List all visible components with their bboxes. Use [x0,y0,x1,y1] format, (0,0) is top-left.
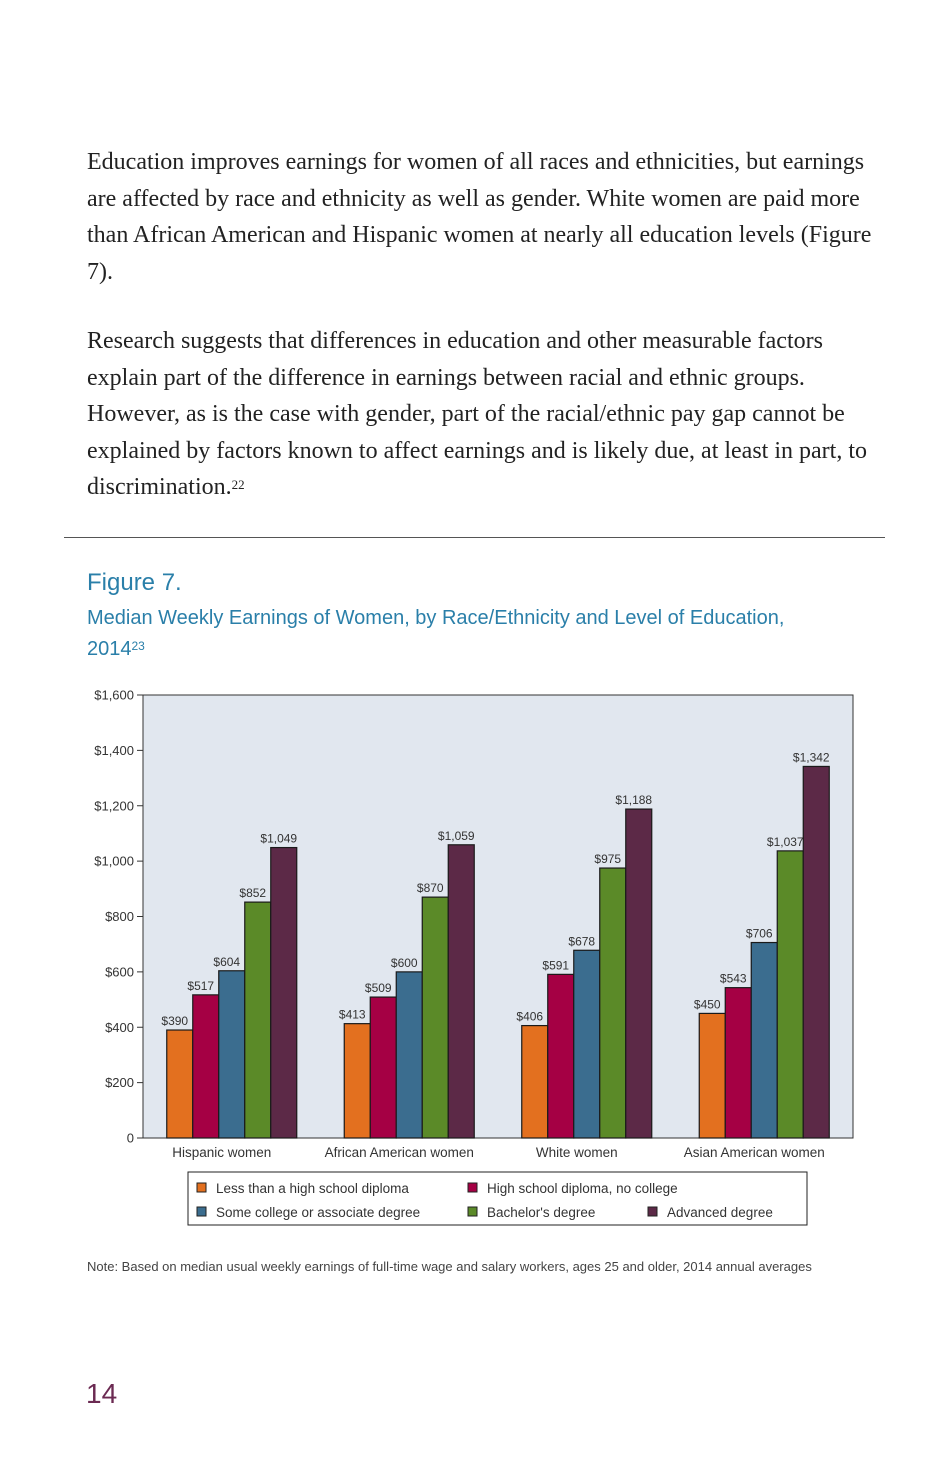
data-label: $413 [339,1008,366,1022]
data-label: $543 [720,972,747,986]
page-number: 14 [86,1378,118,1409]
bar [166,1029,194,1139]
figure-title-text: Median Weekly Earnings of Women, by Race… [87,607,785,660]
figure-note: Note: Based on median usual weekly earni… [87,1259,812,1274]
bar [750,941,778,1139]
data-label: $450 [694,997,721,1011]
data-label: $600 [391,956,418,970]
data-label: $591 [542,958,569,972]
data-label: $509 [365,981,392,995]
y-tick-label: $400 [105,1020,134,1035]
x-tick-label: Hispanic women [172,1145,271,1160]
legend [187,1171,808,1226]
figure-footnote-ref: 23 [131,639,145,653]
legend-label: High school diploma, no college [487,1181,678,1196]
bar-chart: 0 $200 $400 $600 $800 $1,000 $1,200 $1,400 $1,60… [94,688,854,1226]
x-tick-label: White women [536,1145,618,1160]
data-label: $1,037 [767,835,804,849]
bar [395,971,423,1139]
bar [599,867,627,1139]
legend-label: Advanced degree [667,1205,773,1220]
y-tick-label: $1,400 [94,743,134,758]
data-label: $678 [568,934,595,948]
y-tick-label: $600 [105,964,134,979]
bar [447,844,475,1139]
bar [698,1012,726,1139]
legend-swatch [467,1182,478,1193]
footnote-ref: 22 [231,477,245,492]
y-tick-label: $1,600 [94,688,134,703]
data-label: $604 [213,955,240,969]
data-label: $406 [516,1010,543,1024]
legend-label: Less than a high school diploma [216,1181,409,1196]
paragraph-2-text: Research suggests that differences in ed… [87,328,867,500]
legend-label: Bachelor's degree [487,1205,595,1220]
bar [573,949,601,1139]
bar [802,765,830,1139]
data-label: $1,049 [260,832,297,846]
bar [724,987,752,1139]
y-tick-label: $800 [105,909,134,924]
legend-swatch [196,1206,207,1217]
paragraph-1: Education improves earnings for women of… [87,144,877,290]
legend-swatch [647,1206,658,1217]
y-tick-label: $1,000 [94,854,134,869]
y-tick-label: 0 [127,1131,134,1146]
data-label: $852 [239,886,266,900]
bar [270,846,298,1139]
data-label: $870 [417,881,444,895]
y-tick-label: $200 [105,1075,134,1090]
data-label: $1,059 [438,829,475,843]
x-tick-label: African American women [325,1145,474,1160]
bar [776,850,804,1139]
y-tick-label: $1,200 [94,798,134,813]
data-label: $1,188 [615,793,652,807]
legend-swatch [467,1206,478,1217]
data-label: $975 [594,852,621,866]
bar [192,994,220,1139]
bar [421,896,449,1139]
figure-title: Median Weekly Earnings of Women, by Race… [87,603,787,665]
bar [244,901,272,1139]
bar [521,1024,549,1139]
bar [218,970,246,1139]
bar [343,1023,371,1139]
data-label: $517 [187,979,214,993]
data-label: $706 [746,927,773,941]
figure-label: Figure 7. [87,569,182,596]
data-label: $390 [161,1014,188,1028]
bar [547,973,575,1139]
paragraph-1-text: Education improves earnings for women of… [87,149,872,285]
data-label: $1,342 [793,750,830,764]
legend-swatch [196,1182,207,1193]
paragraph-2: Research suggests that differences in ed… [87,323,877,506]
bar [625,808,653,1139]
x-tick-label: Asian American women [684,1145,825,1160]
divider [64,537,885,538]
bar [369,996,397,1139]
legend-label: Some college or associate degree [216,1205,420,1220]
